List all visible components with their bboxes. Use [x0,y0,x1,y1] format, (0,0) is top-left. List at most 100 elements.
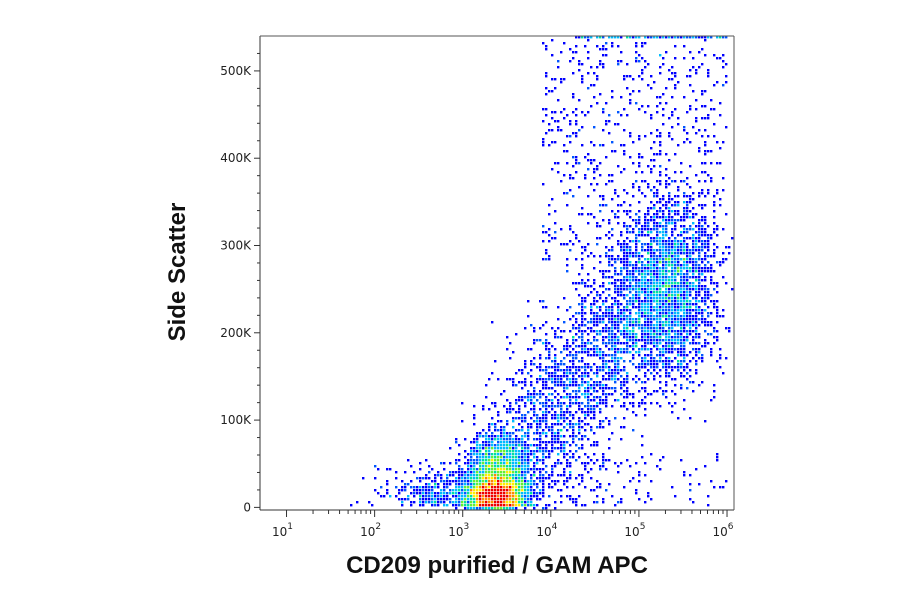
data-point [656,213,659,216]
data-point [623,279,626,282]
data-point [692,264,695,267]
data-point [452,501,455,504]
data-point [548,453,551,456]
data-point [527,456,530,459]
data-point [650,453,653,456]
data-point [668,216,671,219]
data-point [602,144,605,147]
data-point [599,270,602,273]
data-point [671,312,674,315]
data-point [545,387,548,390]
data-point [602,318,605,321]
data-point [467,489,470,492]
data-point [656,465,659,468]
data-point [686,267,689,270]
data-point [593,345,596,348]
data-point [494,450,497,453]
data-point [542,441,545,444]
data-point [575,399,578,402]
data-point [575,402,578,405]
data-point [536,438,539,441]
data-point [566,204,569,207]
data-point [584,390,587,393]
data-point [659,270,662,273]
data-point [629,252,632,255]
data-point [713,486,716,489]
data-point [659,321,662,324]
data-point [656,261,659,264]
data-point [665,168,668,171]
data-point [596,312,599,315]
data-point [647,267,650,270]
data-point [524,489,527,492]
data-point [605,342,608,345]
data-point [455,462,458,465]
data-point [476,489,479,492]
data-point [638,306,641,309]
data-point [473,438,476,441]
data-point [500,429,503,432]
data-point [605,309,608,312]
data-point [632,141,635,144]
data-point [647,336,650,339]
data-point [605,360,608,363]
data-point [578,324,581,327]
data-point [584,246,587,249]
data-point [569,345,572,348]
data-point [479,459,482,462]
data-point [656,330,659,333]
data-point [533,396,536,399]
data-point [551,441,554,444]
data-point [623,129,626,132]
data-point [704,279,707,282]
data-point [434,474,437,477]
data-point [629,345,632,348]
data-point [575,345,578,348]
data-point [647,252,650,255]
data-point [668,315,671,318]
data-point [713,396,716,399]
x-tick-base: 10 [448,525,463,539]
data-point [521,495,524,498]
data-point [572,486,575,489]
data-point [656,276,659,279]
data-point [542,456,545,459]
data-point [677,210,680,213]
data-point [665,234,668,237]
data-point [686,228,689,231]
data-point [650,324,653,327]
data-point [500,507,503,510]
data-point [494,435,497,438]
data-point [656,312,659,315]
data-point [656,180,659,183]
data-point [560,414,563,417]
data-point [470,453,473,456]
data-point [533,363,536,366]
data-point [629,36,632,39]
data-point [539,417,542,420]
data-point [557,99,560,102]
data-point [491,507,494,510]
data-point [614,363,617,366]
data-point [533,474,536,477]
data-point [551,90,554,93]
data-point [683,474,686,477]
data-point [650,336,653,339]
data-point [698,252,701,255]
data-point [710,270,713,273]
data-point [638,108,641,111]
data-point [674,366,677,369]
data-point [440,480,443,483]
data-point [518,465,521,468]
data-point [503,459,506,462]
data-point [674,219,677,222]
data-point [620,51,623,54]
data-point [533,495,536,498]
data-point [611,141,614,144]
data-point [686,339,689,342]
x-tick-base: 10 [536,525,551,539]
data-point [566,453,569,456]
data-point [668,279,671,282]
data-point [476,459,479,462]
